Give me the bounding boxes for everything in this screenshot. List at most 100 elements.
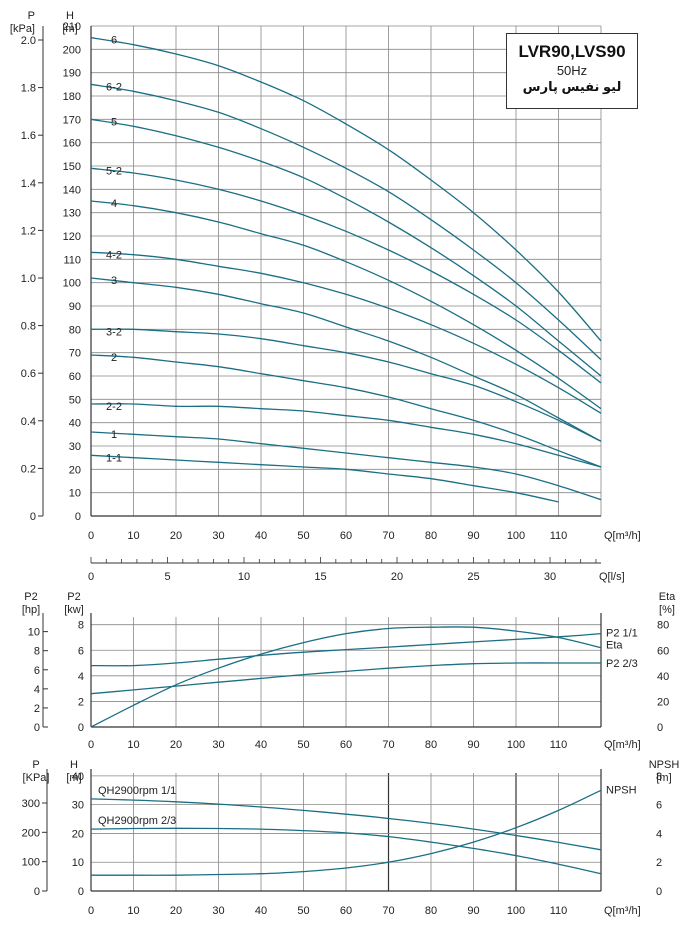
h-ytick-2: 20	[69, 464, 81, 476]
kpa-axis-letter: P	[32, 759, 39, 771]
legend-frequency: 50Hz	[556, 63, 588, 78]
kw-axis-unit: [kw]	[64, 604, 84, 616]
power-curve-label-P2 2/3: P2 2/3	[606, 658, 638, 670]
h-ytick-15: 150	[63, 161, 81, 173]
kw-ytick-1: 2	[78, 696, 84, 708]
h-xlabel: Q[m³/h]	[604, 530, 641, 542]
npsh-xtick-1: 10	[127, 905, 139, 917]
kpa-ytick-0: 0	[34, 886, 40, 898]
h-xtick-1: 10	[127, 530, 139, 542]
h-ytick-14: 140	[63, 184, 81, 196]
p-ytick-3: 0.6	[21, 368, 36, 380]
head-curve-label-3-2: 3-2	[106, 326, 122, 338]
h-ytick-18: 180	[63, 91, 81, 103]
p-axis-unit: [kPa]	[10, 23, 35, 35]
npsh-xtick-7: 70	[382, 905, 394, 917]
npsh-curve-label-QH2900rpm23: QH2900rpm 2/3	[98, 815, 176, 827]
h-ytick-12: 120	[63, 231, 81, 243]
eta-axis-unit: [%]	[659, 604, 675, 616]
pw-xtick-6: 60	[340, 739, 352, 751]
power-curve-label-P2 1/1: P2 1/1	[606, 628, 638, 640]
h-xtick-3: 30	[212, 530, 224, 542]
npsh-ytick-2: 4	[656, 828, 662, 840]
npsh-xtick-3: 30	[212, 905, 224, 917]
h-ytick-21: 210	[63, 21, 81, 33]
eta-ytick-2: 40	[657, 671, 669, 683]
hp-axis-unit: [hp]	[22, 604, 40, 616]
h-xtick-10: 100	[507, 530, 525, 542]
head-curve-2-2	[90, 403, 602, 468]
ls-xtick-3: 15	[314, 571, 326, 583]
h-xtick-8: 80	[425, 530, 437, 542]
head-curve-label-1-1: 1-1	[106, 452, 122, 464]
head-curve-label-1: 1	[111, 429, 117, 441]
hp-ytick-2: 4	[34, 684, 40, 696]
power-curve-label-Eta: Eta	[606, 640, 623, 652]
npsh-curve-label-QH2900rpm11: QH2900rpm 1/1	[98, 785, 176, 797]
p-ytick-2: 0.4	[21, 416, 36, 428]
head-curve-5-2	[90, 167, 602, 384]
p-ytick-8: 1.6	[21, 130, 36, 142]
head-curve-3	[90, 277, 602, 442]
head-curve-label-4-2: 4-2	[106, 249, 122, 261]
p-axis-letter: P	[28, 10, 35, 22]
pw-xlabel: Q[m³/h]	[604, 739, 641, 751]
ls-xtick-0: 0	[88, 571, 94, 583]
npsh-xtick-4: 40	[255, 905, 267, 917]
h-ytick-11: 110	[63, 254, 81, 266]
h-ytick-8: 80	[69, 324, 81, 336]
p-ytick-5: 1.0	[21, 273, 36, 285]
h-xtick-11: 110	[550, 530, 568, 542]
kw-ytick-2: 4	[78, 671, 84, 683]
h-xtick-6: 60	[340, 530, 352, 542]
eta-ytick-3: 60	[657, 645, 669, 657]
ls-xtick-6: 30	[544, 571, 556, 583]
head-curve-label-2-2: 2-2	[106, 401, 122, 413]
head-curve-label-3: 3	[111, 275, 117, 287]
pw-xtick-9: 90	[467, 739, 479, 751]
pw-xtick-3: 30	[212, 739, 224, 751]
head-curve-label-6-2: 6-2	[106, 81, 122, 93]
p-ytick-1: 0.2	[21, 463, 36, 475]
head-curve-3-2	[90, 328, 602, 442]
power-curve-Eta	[90, 626, 602, 728]
pw-xtick-10: 100	[507, 739, 525, 751]
pw-xtick-11: 110	[550, 739, 568, 751]
head-curve-4-2	[90, 251, 602, 414]
h2-axis-unit: [m]	[66, 772, 81, 784]
p-ytick-10: 2.0	[21, 35, 36, 47]
npsh-ytick-0: 0	[656, 886, 662, 898]
npsh-xtick-6: 60	[340, 905, 352, 917]
h-ytick-3: 30	[69, 441, 81, 453]
head-curve-6-2	[90, 83, 602, 361]
npsh-xtick-8: 80	[425, 905, 437, 917]
npsh-axis-letter: NPSH	[649, 759, 680, 771]
npsh-ytick-3: 6	[656, 800, 662, 812]
head-curve-label-4: 4	[111, 198, 117, 210]
h-ytick-10: 100	[63, 278, 81, 290]
npsh-ytick-4: 8	[656, 771, 662, 783]
pw-xtick-2: 20	[170, 739, 182, 751]
legend-model: LVR90,LVS90	[518, 42, 626, 61]
h-ytick-5: 50	[69, 394, 81, 406]
h-ytick-13: 130	[63, 208, 81, 220]
h-xtick-5: 50	[297, 530, 309, 542]
h-axis-letter: H	[66, 10, 74, 22]
kw-ytick-3: 6	[78, 645, 84, 657]
npsh-curve-NPSH	[91, 789, 602, 876]
npsh-curve-label-NPSH: NPSH	[606, 784, 637, 796]
npsh-xtick-5: 50	[297, 905, 309, 917]
npsh-xtick-2: 20	[170, 905, 182, 917]
hp-ytick-5: 10	[28, 627, 40, 639]
hp-ytick-4: 8	[34, 646, 40, 658]
npsh-xtick-11: 110	[550, 905, 568, 917]
npsh-curve-QH2900rpm 1/1	[90, 798, 602, 851]
h-ytick-0: 0	[75, 511, 81, 523]
ls-xtick-5: 25	[467, 571, 479, 583]
h2-ytick-0: 0	[78, 886, 84, 898]
npsh-xtick-0: 0	[88, 905, 94, 917]
hp-ytick-3: 6	[34, 665, 40, 677]
pw-xtick-0: 0	[88, 739, 94, 751]
h2-axis-letter: H	[70, 759, 78, 771]
kw-ytick-0: 0	[78, 722, 84, 734]
